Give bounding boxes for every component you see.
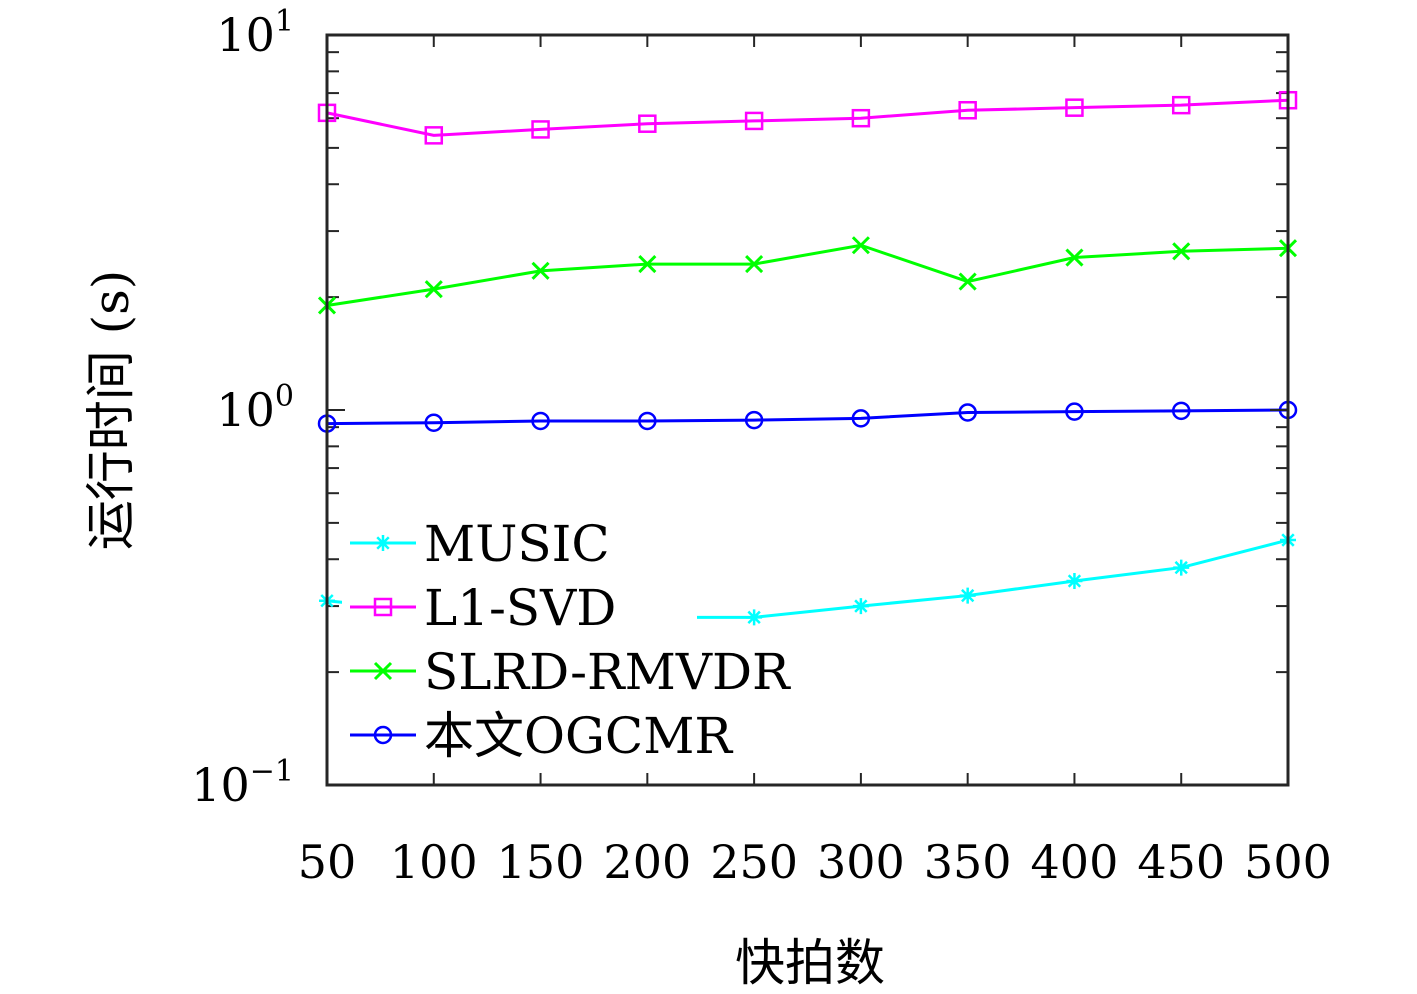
data-point: [851, 236, 870, 255]
data-point: [959, 587, 976, 604]
x-tick-label: 250: [710, 835, 798, 889]
data-point: [1066, 572, 1083, 589]
data-point: [638, 411, 657, 431]
data-point: [744, 410, 764, 430]
x-tick-label: 500: [1244, 835, 1332, 889]
legend-label: MUSIC: [424, 515, 610, 573]
legend-item: 本文OGCMR: [350, 707, 733, 765]
data-point: [1171, 95, 1191, 115]
legend: MUSIC L1-SVD SLRD-RMVDR 本文OGCMR: [342, 500, 791, 772]
data-point: [1065, 98, 1084, 117]
legend-item: SLRD-RMVDR: [350, 643, 791, 701]
data-point: [958, 100, 977, 120]
data-point: [531, 120, 550, 139]
y-tick-label: 101: [216, 4, 294, 62]
data-point: [958, 403, 977, 422]
legend-item: MUSIC: [350, 515, 610, 573]
x-tick-label: 50: [298, 835, 357, 889]
data-point: [531, 411, 550, 431]
data-point: [375, 535, 391, 551]
series-line: [326, 408, 1289, 426]
y-axis-label: 运行时间 (s): [82, 270, 140, 551]
y-tick-label: 100: [216, 379, 294, 437]
data-point: [1173, 559, 1190, 576]
legend-label: 本文OGCMR: [424, 707, 733, 765]
x-tick-label: 150: [497, 835, 585, 889]
series-line: [326, 98, 1289, 137]
legend-item: L1-SVD: [350, 579, 616, 637]
data-point: [1065, 248, 1084, 267]
legend-label: L1-SVD: [424, 579, 616, 637]
x-tick-label: 450: [1137, 835, 1225, 889]
data-point: [424, 126, 444, 145]
data-point: [531, 261, 550, 280]
data-point: [1065, 402, 1084, 421]
legend-box: [342, 500, 697, 772]
data-point: [745, 255, 764, 274]
data-point: [424, 413, 444, 432]
data-point: [851, 409, 871, 428]
series-本文OGCMR: [317, 400, 1298, 433]
data-point: [638, 114, 657, 133]
x-axis-label: 快拍数: [735, 934, 885, 992]
data-point: [851, 108, 871, 128]
x-tick-label: 300: [817, 835, 905, 889]
series-L1-SVD: [317, 90, 1298, 145]
data-point: [958, 272, 977, 291]
data-point: [746, 609, 763, 626]
data-point: [638, 255, 657, 274]
data-point: [373, 597, 393, 617]
series-line: [326, 243, 1289, 307]
x-axis-ticks: 50 100 150 200 250 300 350 400 450 500: [298, 35, 1332, 889]
data-point: [1171, 401, 1191, 421]
x-tick-label: 350: [924, 835, 1012, 889]
data-point: [852, 598, 869, 615]
y-axis-ticks: 10−1 100 101: [191, 4, 1288, 812]
legend-label: SLRD-RMVDR: [424, 643, 791, 701]
data-point: [373, 661, 393, 681]
data-point: [744, 111, 764, 131]
x-tick-label: 100: [390, 835, 478, 889]
data-point: [424, 280, 443, 299]
data-point: [373, 725, 393, 745]
y-tick-label: 10−1: [191, 754, 294, 812]
data-point: [1172, 242, 1191, 261]
x-tick-label: 400: [1031, 835, 1119, 889]
x-tick-label: 200: [603, 835, 691, 889]
